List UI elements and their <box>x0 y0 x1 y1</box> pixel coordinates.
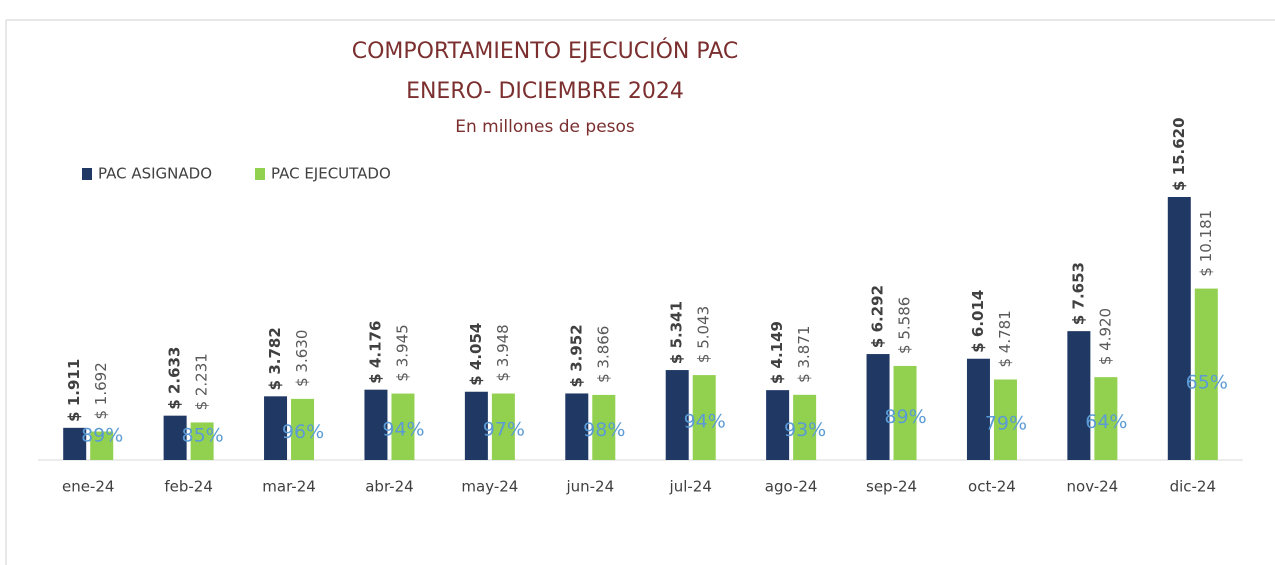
bar <box>1094 377 1118 460</box>
x-tick-label: mar-24 <box>262 478 316 496</box>
x-tick-label: ago-24 <box>765 478 818 496</box>
data-label: $ 3.866 <box>594 326 612 383</box>
bar <box>966 358 990 460</box>
data-label: $ 7.653 <box>1069 262 1087 325</box>
data-label: $ 3.952 <box>567 324 585 387</box>
x-tick-label: jul-24 <box>669 478 712 496</box>
x-tick-label: ene-24 <box>62 478 114 496</box>
x-tick-label: dic-24 <box>1170 478 1216 496</box>
percent-label: 64% <box>1085 411 1127 433</box>
data-label: $ 15.620 <box>1170 117 1188 191</box>
bar <box>1067 331 1091 460</box>
data-label: $ 3.945 <box>393 324 411 381</box>
x-tick-label: oct-24 <box>968 478 1016 496</box>
chart-title: COMPORTAMIENTO EJECUCIÓN PAC <box>352 38 739 64</box>
data-label: $ 6.014 <box>969 290 987 353</box>
data-label: $ 10.181 <box>1197 210 1215 277</box>
data-label: $ 4.781 <box>996 310 1014 367</box>
data-label: $ 5.043 <box>695 306 713 363</box>
bar <box>893 365 917 460</box>
legend-label: PAC ASIGNADO <box>98 165 212 183</box>
data-label: $ 3.871 <box>795 326 813 383</box>
legend-label: PAC EJECUTADO <box>271 165 391 183</box>
percent-label: 65% <box>1186 371 1228 393</box>
data-label: $ 5.586 <box>896 297 914 354</box>
bar <box>491 393 515 460</box>
bar <box>391 393 415 460</box>
bar <box>464 391 488 460</box>
data-label: $ 3.630 <box>293 330 311 387</box>
percent-label: 79% <box>985 412 1027 434</box>
percent-label: 98% <box>583 419 625 441</box>
bar <box>793 394 817 460</box>
bar <box>1194 288 1218 460</box>
percent-label: 97% <box>483 419 525 441</box>
bar <box>63 427 87 460</box>
bar <box>866 354 890 460</box>
x-tick-label: feb-24 <box>164 478 213 496</box>
percent-label: 89% <box>884 406 926 428</box>
legend-swatch <box>82 168 92 180</box>
data-label: $ 4.054 <box>467 323 485 386</box>
x-tick-label: jun-24 <box>565 478 614 496</box>
data-label: $ 3.782 <box>266 327 284 390</box>
bar <box>565 393 589 460</box>
bar <box>364 389 388 460</box>
data-label: $ 4.149 <box>768 321 786 384</box>
bar <box>592 394 616 460</box>
percent-label: 89% <box>81 425 123 447</box>
percent-label: 85% <box>182 425 224 447</box>
x-tick-label: may-24 <box>461 478 518 496</box>
bar <box>1167 197 1191 460</box>
bar <box>665 370 689 460</box>
percent-label: 96% <box>282 421 324 443</box>
data-label: $ 6.292 <box>869 285 887 348</box>
chart-subtitle: En millones de pesos <box>455 117 635 137</box>
bar <box>766 390 790 460</box>
data-label: $ 4.920 <box>1096 308 1114 365</box>
percent-label: 93% <box>784 419 826 441</box>
bar <box>291 398 315 460</box>
bar <box>190 422 214 460</box>
x-tick-label: sep-24 <box>866 478 917 496</box>
data-label: $ 3.948 <box>494 324 512 381</box>
data-label: $ 1.692 <box>92 362 110 419</box>
bar <box>90 431 114 460</box>
data-label: $ 5.341 <box>668 301 686 364</box>
bar <box>264 396 288 460</box>
bar <box>163 415 187 460</box>
data-label: $ 2.633 <box>166 347 184 410</box>
x-tick-label: abr-24 <box>365 478 413 496</box>
legend-swatch <box>255 168 265 180</box>
data-label: $ 1.911 <box>65 359 83 422</box>
percent-label: 94% <box>684 410 726 432</box>
bar <box>993 379 1017 460</box>
chart-title: ENERO- DICIEMBRE 2024 <box>406 79 684 104</box>
data-label: $ 2.231 <box>193 353 211 410</box>
x-tick-label: nov-24 <box>1067 478 1119 496</box>
bar <box>692 375 716 460</box>
percent-label: 94% <box>382 419 424 441</box>
data-label: $ 4.176 <box>366 321 384 384</box>
